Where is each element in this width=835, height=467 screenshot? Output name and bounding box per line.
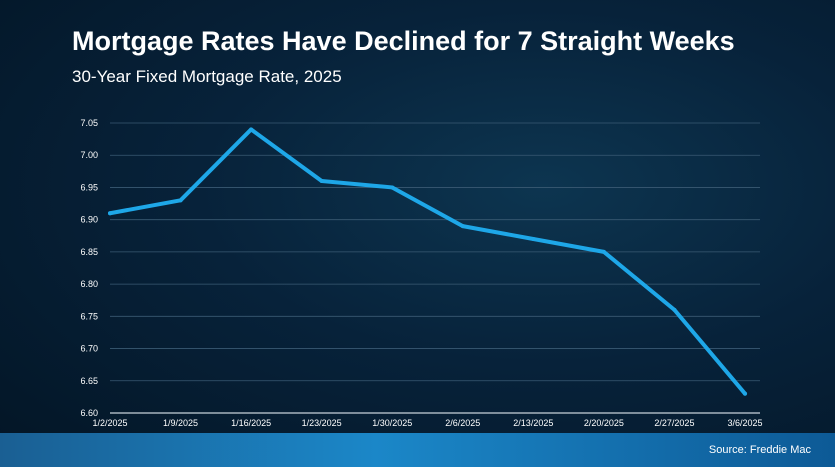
data-point <box>601 249 606 254</box>
chart-title: Mortgage Rates Have Declined for 7 Strai… <box>72 26 735 56</box>
chart-subtitle: 30-Year Fixed Mortgage Rate, 2025 <box>72 67 342 86</box>
data-point <box>390 185 395 190</box>
y-tick-label: 6.85 <box>80 247 98 257</box>
x-tick-label: 3/6/2025 <box>727 418 762 428</box>
x-tick-label: 1/2/2025 <box>92 418 127 428</box>
data-point <box>743 391 747 396</box>
y-tick-label: 6.70 <box>80 344 98 354</box>
x-tick-label: 1/30/2025 <box>372 418 412 428</box>
x-tick-label: 2/13/2025 <box>513 418 553 428</box>
data-point <box>319 179 324 183</box>
y-tick-label: 6.60 <box>80 408 98 418</box>
footer-bar: Source: Freddie Mac <box>0 433 835 467</box>
data-point <box>178 198 183 203</box>
y-tick-label: 6.80 <box>80 279 98 289</box>
y-tick-label: 7.00 <box>80 150 98 160</box>
x-tick-label: 2/6/2025 <box>445 418 480 428</box>
data-point <box>460 224 465 229</box>
y-tick-label: 6.65 <box>80 376 98 386</box>
data-point <box>249 127 254 132</box>
y-tick-label: 6.90 <box>80 215 98 225</box>
x-tick-label: 1/9/2025 <box>163 418 198 428</box>
x-tick-label: 2/20/2025 <box>584 418 624 428</box>
x-tick-label: 1/16/2025 <box>231 418 271 428</box>
y-tick-label: 6.75 <box>80 311 98 321</box>
source-label: Source: Freddie Mac <box>708 444 811 456</box>
series-line <box>108 127 747 396</box>
x-tick-label: 2/27/2025 <box>654 418 694 428</box>
y-tick-label: 6.95 <box>80 182 98 192</box>
x-tick-label: 1/23/2025 <box>302 418 342 428</box>
data-point <box>531 237 536 241</box>
data-point <box>108 211 112 216</box>
y-tick-label: 7.05 <box>80 118 98 128</box>
data-point <box>672 307 677 312</box>
